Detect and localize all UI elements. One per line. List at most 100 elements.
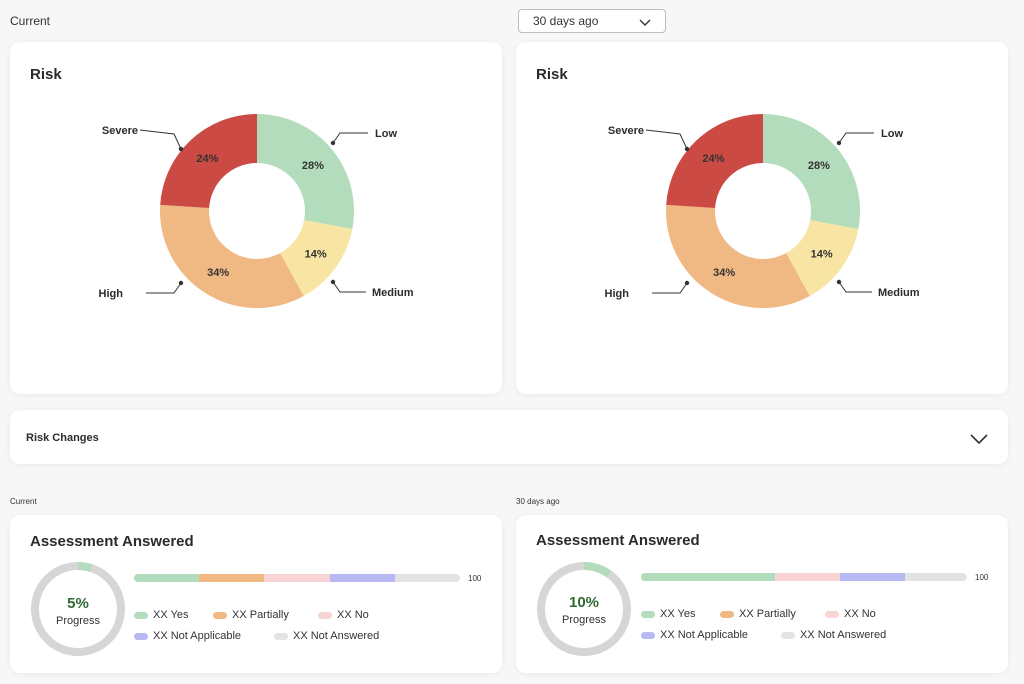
data-label-medium: 14% (811, 249, 833, 261)
risk-card-current: Risk 28% Low 14% Medium 34% High 24% Severe (10, 42, 502, 394)
legend-label: XX Not Answered (293, 630, 380, 642)
leader-dot-severe (684, 146, 690, 152)
risk-donut-chart: 28% Low 14% Medium 34% High 24% Severe (605, 114, 920, 308)
legend-item-yes: XX Yes (641, 608, 695, 620)
chevron-down-icon[interactable] (970, 432, 988, 450)
progress-label: Progress (561, 614, 607, 626)
donut-slice-severe (666, 114, 763, 208)
legend-swatch (825, 610, 839, 618)
assessment-30-days-ago-label: 30 days ago (516, 497, 560, 506)
legend-label: XX Partially (739, 608, 796, 620)
leader-dot-high (178, 280, 184, 286)
legend-label: XX Not Applicable (153, 630, 242, 642)
category-label-medium: Medium (878, 287, 920, 299)
bar-segment-partially (199, 574, 265, 582)
leader-line-severe (645, 129, 688, 150)
answers-stacked-bar (641, 573, 967, 581)
legend-label: XX No (337, 609, 369, 621)
legend-item-no: XX No (318, 609, 369, 621)
legend-swatch (213, 611, 227, 619)
period-select-value: 30 days ago (533, 14, 599, 28)
bar-max-label: 100 (975, 573, 989, 582)
leader-line-low (838, 132, 874, 144)
progress-ring (537, 562, 631, 656)
legend-label: XX Partially (232, 609, 289, 621)
leader-dot-high (684, 280, 690, 286)
legend-swatch (318, 611, 332, 619)
legend-item-not-answered: XX Not Answered (781, 629, 886, 641)
legend-label: XX Not Answered (800, 629, 887, 641)
legend-label: XX Yes (153, 609, 189, 621)
legend-item-partially: XX Partially (720, 608, 796, 620)
donut-slice-medium (280, 219, 353, 297)
legend-swatch (781, 631, 795, 639)
risk-changes-label: Risk Changes (26, 432, 99, 444)
bar-segment-not-applicable (839, 573, 906, 581)
progress-value: 5% (67, 595, 89, 612)
category-label-low: Low (375, 128, 397, 140)
bar-segment-not-applicable (329, 574, 395, 582)
risk-card-title: Risk (30, 66, 62, 83)
progress-label: Progress (55, 615, 101, 627)
donut-slice-low (257, 114, 354, 230)
category-label-low: Low (881, 128, 903, 140)
chevron-down-icon (639, 16, 651, 30)
leader-line-high (146, 282, 182, 294)
donut-slice-medium (786, 219, 859, 297)
risk-card-30-days-ago: Risk 28% Low 14% Medium 34% High 24% Severe (516, 42, 1008, 394)
legend-swatch (134, 632, 148, 640)
progress-ring-fill (31, 562, 125, 656)
leader-dot-medium (330, 279, 336, 285)
legend-label: XX Not Applicable (660, 629, 749, 641)
bar-max-label: 100 (468, 574, 482, 583)
leader-line-medium (838, 281, 872, 293)
answers-stacked-bar (134, 574, 460, 582)
legend-item-no: XX No (825, 608, 876, 620)
assessment-card-current: Assessment Answered 5% Progress 100 XX Y… (10, 515, 502, 673)
data-label-high: 34% (713, 267, 735, 279)
leader-dot-medium (836, 279, 842, 285)
legend-swatch (641, 610, 655, 618)
data-label-severe: 24% (196, 153, 218, 165)
bar-segment-no (264, 574, 330, 582)
donut-slice-high (160, 204, 304, 308)
period-select[interactable]: 30 days ago (518, 9, 666, 33)
legend-swatch (641, 631, 655, 639)
legend-item-not-applicable: XX Not Applicable (134, 630, 241, 642)
legend-item-yes: XX Yes (134, 609, 188, 621)
donut-slice-severe (160, 114, 257, 208)
legend-swatch (134, 611, 148, 619)
legend-label: XX No (844, 608, 876, 620)
leader-dot-low (330, 140, 336, 146)
data-label-severe: 24% (702, 153, 724, 165)
category-label-severe: Severe (102, 125, 138, 137)
data-label-low: 28% (302, 160, 324, 172)
bar-segment-no (774, 573, 840, 581)
leader-dot-severe (178, 146, 184, 152)
data-label-high: 34% (207, 267, 229, 279)
leader-line-low (332, 132, 368, 144)
data-label-low: 28% (808, 160, 830, 172)
legend-label: XX Yes (660, 608, 696, 620)
donut-slice-high (666, 204, 810, 308)
bar-segment-yes (641, 573, 775, 581)
category-label-medium: Medium (372, 287, 414, 299)
leader-line-medium (332, 281, 366, 293)
risk-changes-panel[interactable]: Risk Changes (10, 410, 1008, 464)
donut-slice-low (763, 114, 860, 230)
legend-swatch (274, 632, 288, 640)
category-label-high: High (605, 288, 630, 300)
progress-ring (31, 562, 125, 656)
legend-item-not-applicable: XX Not Applicable (641, 629, 748, 641)
risk-donut-chart: 28% Low 14% Medium 34% High 24% Severe (99, 114, 414, 308)
legend-item-not-answered: XX Not Answered (274, 630, 379, 642)
category-label-severe: Severe (608, 125, 644, 137)
leader-line-severe (139, 129, 182, 150)
legend-item-partially: XX Partially (213, 609, 289, 621)
category-label-high: High (99, 288, 124, 300)
progress-ring-fill (537, 562, 631, 656)
assessment-card-30-days-ago: Assessment Answered 10% Progress 100 XX … (516, 515, 1008, 673)
current-period-label: Current (10, 14, 51, 28)
assessment-title: Assessment Answered (30, 533, 194, 550)
progress-value: 10% (568, 594, 600, 611)
